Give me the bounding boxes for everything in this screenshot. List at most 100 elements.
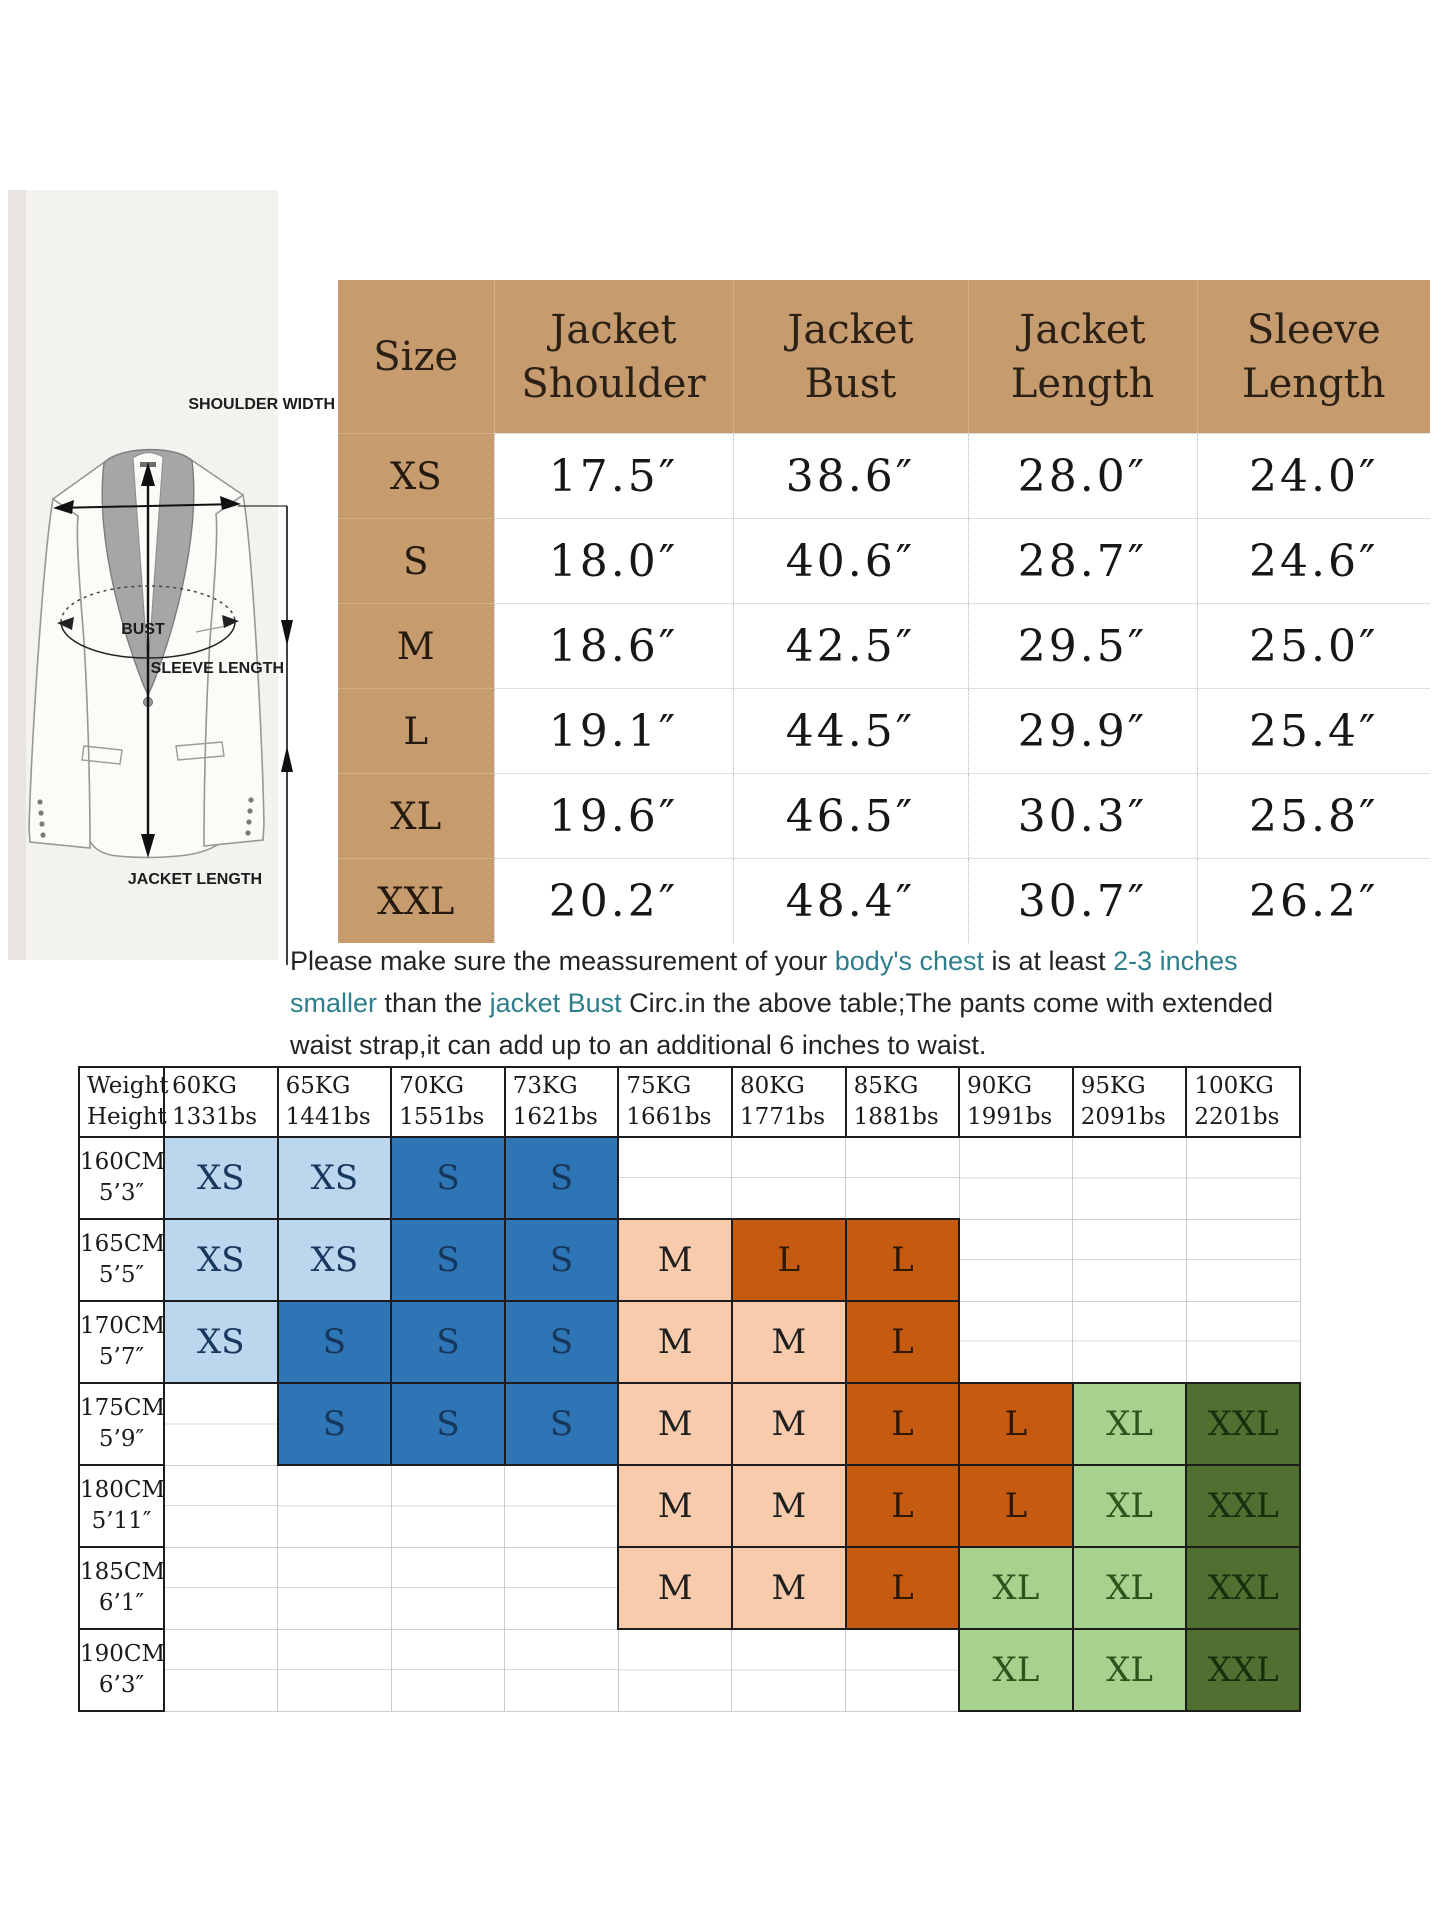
size-measurements-table: Size Jacket Shoulder Jacket Bust Jacket Len… — [338, 280, 1430, 943]
fit-empty-cell — [390, 1464, 506, 1548]
fit-empty-cell — [958, 1300, 1074, 1384]
fit-matrix-corner-cell: Weight Height — [78, 1066, 169, 1138]
size-label-cell: S — [338, 518, 494, 604]
measurement-value-cell: 28.0″ — [967, 433, 1197, 519]
fit-size-cell: XXL — [1185, 1382, 1301, 1466]
note-line: Please make sure the meassurement of you… — [290, 941, 1410, 983]
fit-size-cell: S — [390, 1218, 506, 1302]
fit-size-cell: L — [844, 1382, 961, 1466]
measurement-value-cell: 25.4″ — [1196, 688, 1430, 774]
weight-column-header: 73KG 1621bs — [503, 1066, 620, 1138]
note-text-segment: 2-3 inches — [1113, 946, 1238, 976]
fit-size-cell: L — [958, 1464, 1074, 1548]
fit-matrix-header-row: Weight Height 60KG 1331bs 65KG 1441bs 70KG 1551… — [78, 1066, 1301, 1138]
fit-size-cell: S — [503, 1218, 620, 1302]
size-table-body: XS 17.5″ 38.6″ 28.0″ 24.0″ S 18.0″ 40.6″ 28.7″ 24… — [338, 433, 1430, 943]
shoulder-width-label: SHOULDER WIDTH — [188, 396, 335, 413]
fit-size-cell: M — [730, 1382, 847, 1466]
measurement-value-cell: 38.6″ — [732, 433, 968, 519]
fit-size-cell: XS — [163, 1136, 279, 1220]
note-text-segment: jacket Bust — [489, 987, 622, 1018]
fit-matrix-row: 160CM 5’3″ XS XS S S — [78, 1136, 1301, 1220]
fit-size-cell: XXL — [1185, 1546, 1301, 1630]
note-text-segment: waist strap,it can add up to an addition… — [290, 1029, 987, 1060]
measurement-value-cell: 42.5″ — [732, 603, 968, 689]
fit-size-cell: L — [844, 1546, 961, 1630]
jacket-left-pocket — [81, 745, 123, 765]
fit-size-cell: S — [390, 1136, 506, 1220]
height-weight-fit-matrix: Weight Height 60KG 1331bs 65KG 1441bs 70KG 1551… — [78, 1066, 1301, 1712]
fit-empty-cell — [958, 1136, 1074, 1220]
weight-column-header: 65KG 1441bs — [276, 1066, 393, 1138]
fit-matrix-row: 170CM 5’7″ XS S S S M M L — [78, 1300, 1301, 1384]
fit-size-cell: S — [276, 1300, 393, 1384]
fit-size-cell: XXL — [1185, 1628, 1301, 1712]
fit-empty-cell — [617, 1136, 733, 1220]
fit-size-cell: XS — [276, 1136, 393, 1220]
fit-empty-cell — [163, 1382, 279, 1466]
size-table-header-row: Size Jacket Shoulder Jacket Bust Jacket Len… — [338, 280, 1430, 434]
measurement-value-cell: 25.0″ — [1196, 603, 1430, 689]
jacket-length-label: JACKET LENGTH — [128, 871, 262, 888]
fit-empty-cell — [617, 1628, 733, 1712]
measurement-value-cell: 20.2″ — [493, 858, 733, 943]
fit-empty-cell — [390, 1628, 506, 1712]
arrow-up-icon — [141, 462, 155, 486]
fit-matrix-row: 185CM 6’1″ M M L XL XL XXL — [78, 1546, 1301, 1630]
weight-column-header: 90KG 1991bs — [958, 1066, 1074, 1138]
size-label-cell: XL — [338, 773, 494, 859]
measurement-value-cell: 18.6″ — [493, 603, 733, 689]
fit-size-cell: M — [730, 1300, 847, 1384]
weight-column-header: 60KG 1331bs — [163, 1066, 279, 1138]
fit-size-cell: L — [844, 1300, 961, 1384]
fit-size-cell: L — [844, 1218, 961, 1302]
jacket-chest-welt — [195, 625, 227, 633]
fit-size-cell: XXL — [1185, 1464, 1301, 1548]
fit-matrix-row: 165CM 5’5″ XS XS S S M L L — [78, 1218, 1301, 1302]
fit-empty-cell — [1185, 1300, 1301, 1384]
fit-empty-cell — [504, 1628, 619, 1712]
note-text-segment: body's chest — [834, 946, 985, 976]
fit-size-cell: S — [503, 1300, 620, 1384]
fit-size-cell: M — [617, 1546, 733, 1630]
bust-ellipse-front — [60, 621, 236, 659]
measurement-value-cell: 19.6″ — [493, 773, 733, 859]
measurement-value-cell: 44.5″ — [732, 688, 968, 774]
fit-size-cell: M — [617, 1300, 733, 1384]
size-table-row: XL 19.6″ 46.5″ 30.3″ 25.8″ — [338, 773, 1430, 859]
arrow-up-icon — [281, 746, 293, 772]
fit-empty-cell — [163, 1628, 279, 1712]
fit-size-cell: XS — [276, 1218, 393, 1302]
fit-size-cell: M — [617, 1464, 733, 1548]
bust-ellipse-back — [60, 585, 236, 623]
jacket-left-sleeve — [28, 497, 91, 849]
measurement-value-cell: 24.0″ — [1196, 433, 1430, 519]
weight-column-header: 70KG 1551bs — [390, 1066, 506, 1138]
measurement-value-cell: 30.3″ — [967, 773, 1197, 859]
arrow-down-icon — [281, 620, 293, 646]
fit-matrix-row: 190CM 6’3″ XL XL XXL — [78, 1628, 1301, 1712]
fit-empty-cell — [1072, 1136, 1187, 1220]
size-table-column-header: Jacket Length — [967, 280, 1197, 434]
fit-empty-cell — [163, 1546, 279, 1630]
arrow-left-icon — [57, 617, 74, 630]
fit-empty-cell — [277, 1628, 392, 1712]
measurement-value-cell: 19.1″ — [493, 688, 733, 774]
measurement-value-cell: 17.5″ — [493, 433, 733, 519]
measurement-value-cell: 29.5″ — [967, 603, 1197, 689]
fit-size-cell: M — [730, 1464, 847, 1548]
fit-size-cell: S — [390, 1382, 506, 1466]
fit-empty-cell — [1072, 1300, 1187, 1384]
fit-size-cell: XL — [1071, 1628, 1188, 1712]
size-table-row: XXL 20.2″ 48.4″ 30.7″ 26.2″ — [338, 858, 1430, 943]
note-text-segment: is at least — [984, 946, 1114, 976]
fit-size-cell: S — [390, 1300, 506, 1384]
arrow-right-icon — [222, 615, 239, 628]
weight-column-header: 85KG 1881bs — [844, 1066, 961, 1138]
measurement-value-cell: 29.9″ — [967, 688, 1197, 774]
fit-empty-cell — [1185, 1136, 1301, 1220]
size-table-column-header: Sleeve Length — [1196, 280, 1430, 434]
measurement-value-cell: 46.5″ — [732, 773, 968, 859]
bust-label: BUST — [121, 621, 165, 638]
